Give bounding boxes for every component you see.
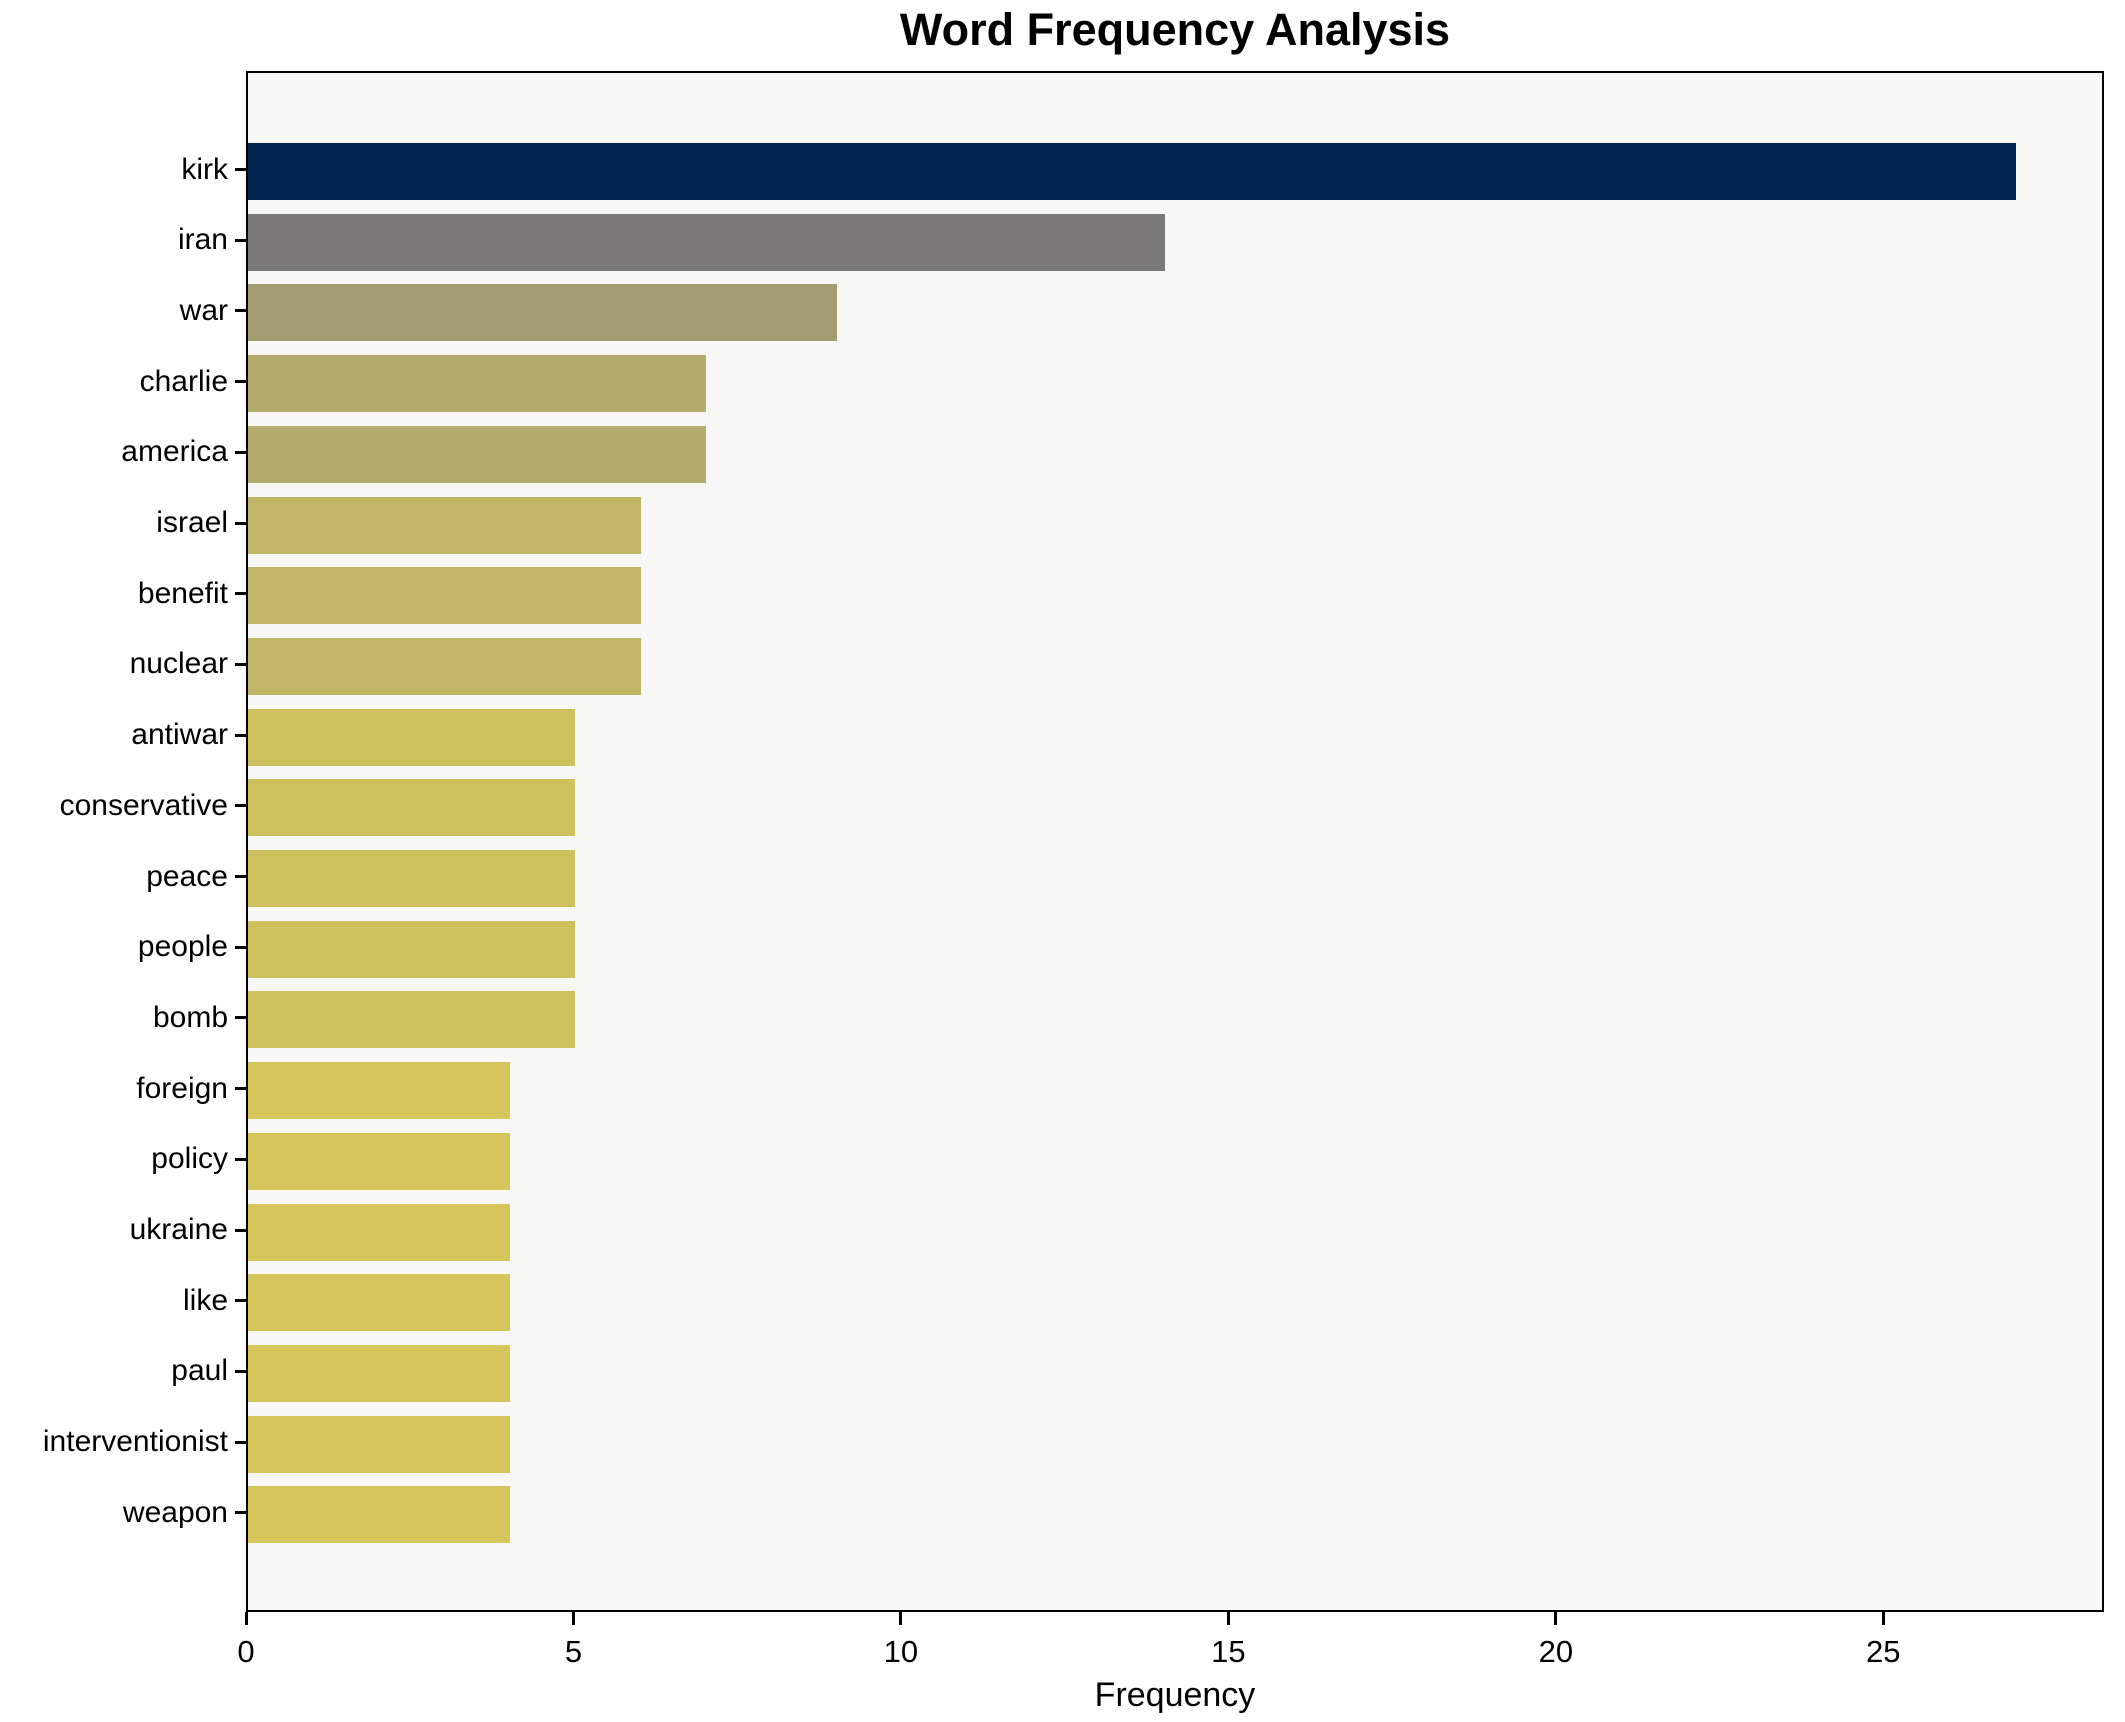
bar-antiwar	[248, 708, 576, 766]
y-tick-mark	[235, 804, 246, 808]
y-tick-label-antiwar: antiwar	[131, 718, 228, 752]
y-tick-mark	[235, 945, 246, 949]
x-tick-label-0: 0	[237, 1634, 255, 1669]
y-tick-label-paul: paul	[171, 1354, 228, 1388]
bar-foreign	[248, 1062, 510, 1120]
x-tick-mark	[244, 1612, 248, 1625]
y-tick-label-iran: iran	[177, 223, 228, 257]
x-tick-mark	[571, 1612, 575, 1625]
bar-charlie	[248, 355, 707, 413]
x-tick-mark	[899, 1612, 903, 1625]
y-tick-mark	[235, 1369, 246, 1373]
bar-like	[248, 1274, 510, 1332]
bar-policy	[248, 1132, 510, 1190]
bar-people	[248, 920, 576, 978]
chart-title: Word Frequency Analysis	[899, 4, 1451, 55]
y-tick-mark	[235, 1511, 246, 1515]
y-tick-label-conservative: conservative	[59, 788, 228, 822]
y-tick-label-benefit: benefit	[137, 576, 228, 610]
y-tick-label-war: war	[179, 293, 228, 327]
y-tick-label-bomb: bomb	[152, 1000, 228, 1034]
y-tick-label-israel: israel	[156, 506, 228, 539]
y-tick-mark	[235, 450, 246, 454]
bar-iran	[248, 213, 1165, 271]
bar-ukraine	[248, 1203, 510, 1261]
bar-america	[248, 425, 707, 483]
x-tick-label-10: 10	[883, 1634, 919, 1669]
y-tick-label-america: america	[121, 435, 228, 469]
bar-kirk	[248, 143, 2017, 200]
bar-paul	[248, 1344, 510, 1402]
y-tick-mark	[235, 1228, 246, 1232]
y-tick-mark	[235, 168, 246, 171]
y-tick-mark	[235, 1016, 246, 1020]
y-tick-mark	[235, 238, 246, 242]
x-tick-mark	[1226, 1612, 1230, 1625]
bar-war	[248, 284, 838, 342]
y-tick-label-policy: policy	[151, 1142, 228, 1176]
x-tick-label-20: 20	[1538, 1634, 1574, 1669]
y-tick-label-nuclear: nuclear	[129, 647, 228, 681]
bar-benefit	[248, 567, 641, 625]
y-tick-mark	[235, 875, 246, 878]
x-tick-label-25: 25	[1866, 1634, 1901, 1669]
bar-conservative	[248, 779, 576, 837]
y-tick-label-people: people	[137, 930, 228, 964]
y-tick-label-charlie: charlie	[139, 364, 228, 398]
x-axis-label: Frequency	[1094, 1676, 1256, 1714]
bar-interventionist	[248, 1415, 510, 1473]
y-tick-mark	[235, 1440, 246, 1444]
y-tick-mark	[235, 380, 246, 384]
y-tick-mark	[235, 309, 246, 313]
x-tick-label-5: 5	[564, 1634, 583, 1669]
y-tick-label-foreign: foreign	[136, 1071, 228, 1105]
y-tick-label-weapon: weapon	[122, 1495, 228, 1529]
bar-israel	[248, 496, 641, 554]
x-tick-mark	[1554, 1612, 1558, 1625]
y-tick-mark	[235, 1157, 246, 1161]
bar-weapon	[248, 1486, 510, 1544]
y-tick-label-interventionist: interventionist	[42, 1425, 228, 1459]
y-tick-label-ukraine: ukraine	[129, 1213, 228, 1246]
y-tick-label-kirk: kirk	[181, 152, 228, 186]
y-tick-label-peace: peace	[146, 859, 228, 893]
y-tick-mark	[235, 521, 246, 525]
plot-area	[246, 71, 2104, 1612]
y-tick-mark	[235, 592, 246, 596]
y-tick-mark	[235, 1299, 246, 1303]
bar-nuclear	[248, 637, 641, 695]
x-tick-label-15: 15	[1211, 1634, 1246, 1669]
bar-bomb	[248, 991, 576, 1049]
bar-peace	[248, 850, 576, 907]
x-tick-mark	[1881, 1612, 1885, 1625]
y-tick-mark	[235, 1087, 246, 1091]
y-tick-label-like: like	[182, 1283, 228, 1317]
y-tick-mark	[235, 662, 246, 666]
y-tick-mark	[235, 733, 246, 737]
